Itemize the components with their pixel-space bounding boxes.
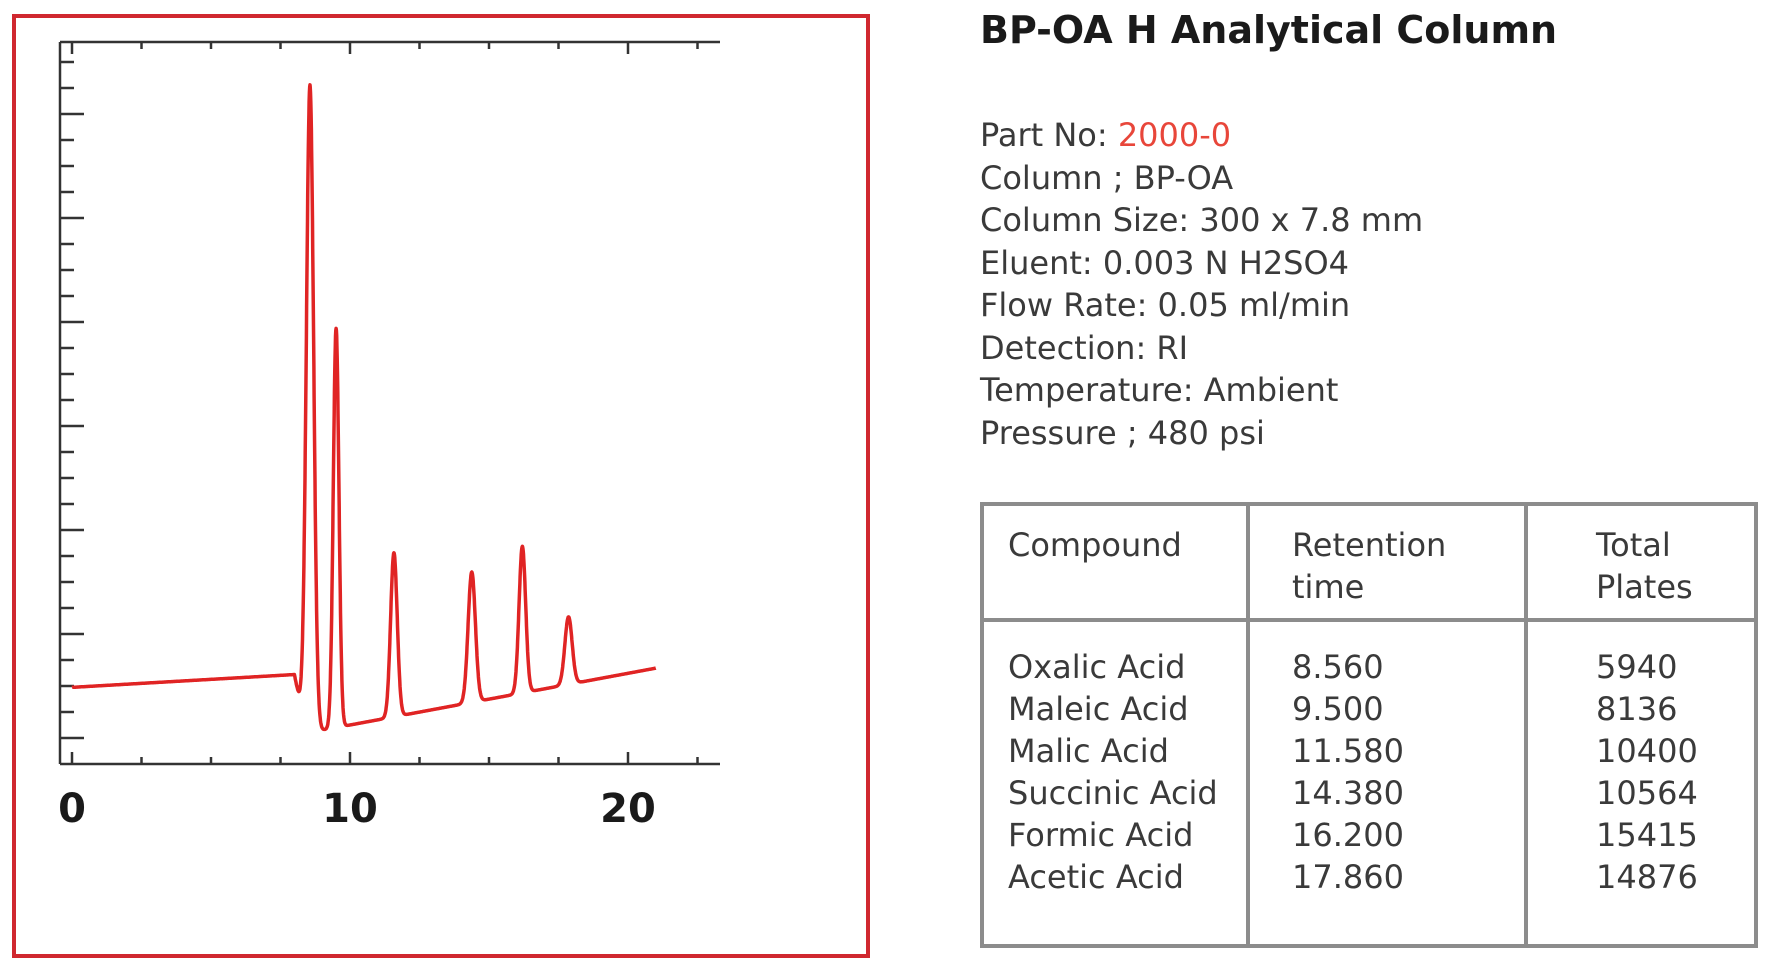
plates-value: 14876: [1596, 858, 1698, 896]
retention-value: 9.500: [1292, 690, 1384, 728]
plates-value: 8136: [1596, 690, 1678, 728]
page-title: BP-OA H Analytical Column: [980, 8, 1558, 52]
header-retention-line2: time: [1292, 568, 1365, 606]
part-label: Part No:: [980, 116, 1118, 154]
compound-table: Compound Retention time Total Plates Oxa…: [980, 502, 1758, 948]
compound-name: Oxalic Acid: [1008, 648, 1186, 686]
chromatogram-series-line: [70, 83, 658, 732]
header-plates-line1: Total: [1596, 526, 1671, 564]
header-compound-label: Compound: [1008, 526, 1182, 564]
compound-column: Oxalic Acid Maleic Acid Malic Acid Succi…: [980, 620, 1250, 946]
compound-name: Malic Acid: [1008, 732, 1169, 770]
spec-column: Column ; BP-OA: [980, 158, 1234, 197]
spec-detection: Detection: RI: [980, 328, 1189, 367]
retention-value: 16.200: [1292, 816, 1404, 854]
x-tick-labels: 0 10 20: [58, 786, 656, 832]
compound-name: Succinic Acid: [1008, 774, 1218, 812]
spec-pressure: Pressure ; 480 psi: [980, 413, 1265, 452]
info-panel: BP-OA H Analytical Column Part No: 2000-…: [980, 0, 1760, 972]
header-plates-line2: Plates: [1596, 568, 1693, 606]
plates-value: 10564: [1596, 774, 1698, 812]
retention-column: 8.560 9.500 11.580 14.380 16.200 17.860: [1246, 620, 1528, 946]
spec-column-size: Column Size: 300 x 7.8 mm: [980, 201, 1424, 239]
compound-name: Formic Acid: [1008, 816, 1194, 854]
chromatogram-chart: 0 10 20: [58, 40, 720, 832]
retention-value: 11.580: [1292, 732, 1404, 770]
table-header-row: Compound Retention time Total Plates: [980, 504, 1758, 622]
retention-value: 17.860: [1292, 858, 1404, 896]
plates-value: 15415: [1596, 816, 1698, 854]
x-tick-label: 20: [600, 786, 656, 832]
retention-value: 8.560: [1292, 648, 1384, 686]
plates-value: 5940: [1596, 648, 1678, 686]
spec-list: Part No: 2000-0 Column ; BP-OA Column Si…: [980, 114, 1423, 454]
plates-value: 10400: [1596, 732, 1698, 770]
x-tick-label: 0: [58, 786, 86, 832]
compound-name: Acetic Acid: [1008, 858, 1184, 896]
retention-value: 14.380: [1292, 774, 1404, 812]
header-retention-line1: Retention: [1292, 526, 1447, 564]
header-total-plates: Total Plates: [1524, 504, 1758, 622]
x-tick-label: 10: [322, 786, 378, 832]
part-number-value: 2000-0: [1117, 116, 1232, 154]
header-retention-time: Retention time: [1246, 504, 1528, 622]
spec-flow-rate: Flow Rate: 0.05 ml/min: [980, 286, 1351, 324]
table-body-row: Oxalic Acid Maleic Acid Malic Acid Succi…: [980, 620, 1758, 946]
spec-temperature: Temperature: Ambient: [980, 371, 1339, 409]
chart-frame: 0 10 20: [12, 14, 870, 958]
header-compound: Compound: [980, 504, 1250, 622]
plates-column: 5940 8136 10400 10564 15415 14876: [1524, 620, 1758, 946]
compound-name: Maleic Acid: [1008, 690, 1189, 728]
spec-part-number: Part No: 2000-0: [980, 114, 1423, 157]
axis-ticks: [60, 42, 699, 764]
spec-eluent: Eluent: 0.003 N H2SO4: [980, 243, 1350, 282]
